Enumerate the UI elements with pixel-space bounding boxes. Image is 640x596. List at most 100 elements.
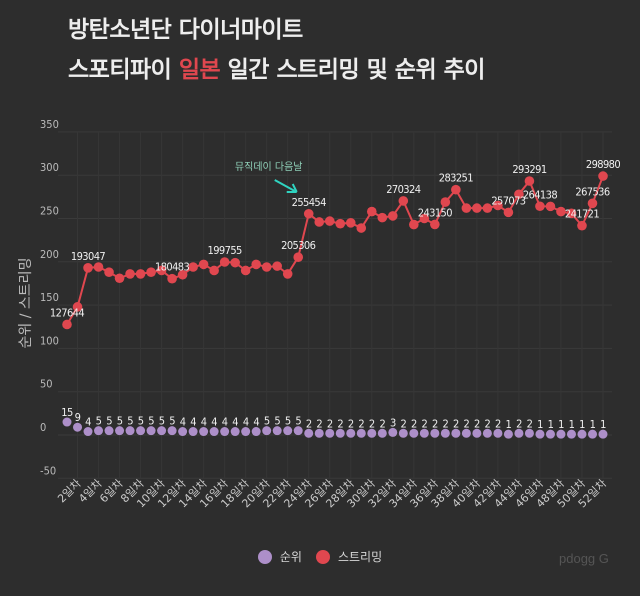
rank-point: [461, 428, 471, 438]
rank-point: [430, 428, 440, 438]
rank-data-label: 4: [222, 416, 228, 429]
streaming-point: [167, 273, 177, 284]
rank-data-label: 5: [96, 415, 102, 428]
y-tick-label: 0: [40, 421, 46, 434]
streaming-data-label: 199755: [208, 244, 242, 257]
rank-data-label: 5: [127, 415, 133, 428]
rank-data-label: 1: [548, 418, 554, 431]
streaming-point: [587, 198, 598, 209]
rank-point: [83, 427, 93, 437]
streaming-point: [419, 213, 430, 224]
rank-point: [136, 426, 146, 436]
streaming-point: [104, 267, 114, 277]
streaming-point: [377, 212, 388, 223]
y-axis-label: 순위 / 스트리밍: [18, 258, 34, 349]
streaming-point: [314, 217, 325, 227]
rank-point: [440, 428, 450, 438]
y-tick-label: 250: [40, 205, 59, 218]
annotation-text: 뮤직데이 다음날: [235, 161, 303, 173]
legend-streaming-marker: [315, 549, 330, 564]
rank-data-label: 2: [400, 417, 406, 430]
streaming-point: [62, 319, 72, 330]
x-tick-label: 2일차: [54, 476, 83, 505]
rank-point: [157, 426, 167, 436]
rank-data-label: 3: [390, 416, 396, 429]
rank-point: [356, 428, 366, 438]
streaming-point: [335, 218, 346, 229]
rank-data-label: 5: [148, 415, 154, 428]
streaming-point: [388, 211, 398, 221]
title-highlight: 일본: [178, 57, 221, 83]
streaming-point: [345, 218, 356, 228]
streaming-point: [93, 262, 104, 272]
y-tick-label: 200: [40, 248, 59, 261]
streaming-point: [72, 302, 83, 312]
streaming-point: [240, 265, 251, 276]
rank-data-label: 9: [75, 411, 81, 424]
rank-data-label: 1: [558, 418, 564, 431]
streaming-point: [545, 201, 556, 212]
rank-point: [188, 427, 198, 437]
chart-title-line2: 스포티파이 일본 일간 스트리밍 및 순위 추이: [68, 50, 485, 84]
rank-point: [304, 428, 314, 438]
rank-data-label: 2: [443, 417, 449, 430]
streaming-data-label: 298980: [586, 158, 620, 171]
rank-data-label: 4: [201, 416, 207, 429]
rank-point: [199, 427, 209, 437]
rank-point: [587, 429, 597, 439]
streaming-point: [524, 176, 535, 186]
streaming-data-label: 127644: [50, 306, 84, 319]
rank-data-label: 4: [232, 416, 238, 429]
rank-point: [293, 426, 303, 436]
rank-point: [451, 428, 461, 438]
rank-point: [325, 428, 335, 438]
streaming-point: [303, 208, 314, 219]
rank-data-label: 2: [316, 417, 322, 430]
rank-point: [94, 426, 104, 436]
streaming-point: [503, 207, 514, 218]
rank-data-label: 2: [527, 417, 533, 430]
rank-point: [577, 429, 587, 439]
rank-point: [388, 427, 398, 437]
legend: 순위 스트리밍: [0, 548, 640, 565]
streaming-point: [293, 252, 304, 263]
legend-item-streaming[interactable]: 스트리밍: [315, 548, 382, 565]
streaming-point: [83, 263, 93, 273]
streaming-data-label: 255454: [292, 196, 326, 209]
rank-point: [335, 428, 345, 438]
rank-data-label: 5: [285, 415, 291, 428]
rank-point: [398, 428, 408, 438]
streaming-data-label: 283251: [439, 172, 473, 185]
chart-title-line1: 방탄소년단 다이너마이트: [68, 17, 303, 43]
streaming-point: [461, 203, 472, 213]
streaming-point: [135, 269, 146, 279]
rank-data-label: 5: [106, 415, 112, 428]
rank-point: [73, 422, 83, 432]
streaming-point: [556, 206, 566, 217]
rank-point: [241, 427, 251, 437]
rank-point: [545, 429, 555, 439]
streaming-data-label: 180483: [155, 261, 189, 274]
rank-point: [377, 428, 387, 438]
rank-point: [409, 428, 419, 438]
y-tick-label: 50: [40, 378, 53, 391]
rank-data-label: 2: [369, 417, 375, 430]
rank-point: [419, 428, 429, 438]
streaming-point: [366, 206, 377, 217]
streaming-point: [198, 259, 209, 270]
rank-point: [514, 428, 524, 438]
rank-data-label: 2: [421, 417, 427, 430]
streaming-point: [146, 267, 156, 277]
streaming-point: [230, 257, 240, 268]
rank-point: [472, 428, 482, 438]
rank-point: [503, 429, 513, 439]
streaming-point: [356, 223, 367, 233]
rank-point: [125, 426, 135, 436]
rank-point: [251, 427, 261, 437]
streaming-point: [219, 257, 230, 267]
streaming-point: [482, 203, 493, 213]
rank-data-label: 5: [138, 415, 144, 428]
rank-data-label: 2: [516, 417, 522, 430]
legend-item-rank[interactable]: 순위: [257, 548, 302, 565]
